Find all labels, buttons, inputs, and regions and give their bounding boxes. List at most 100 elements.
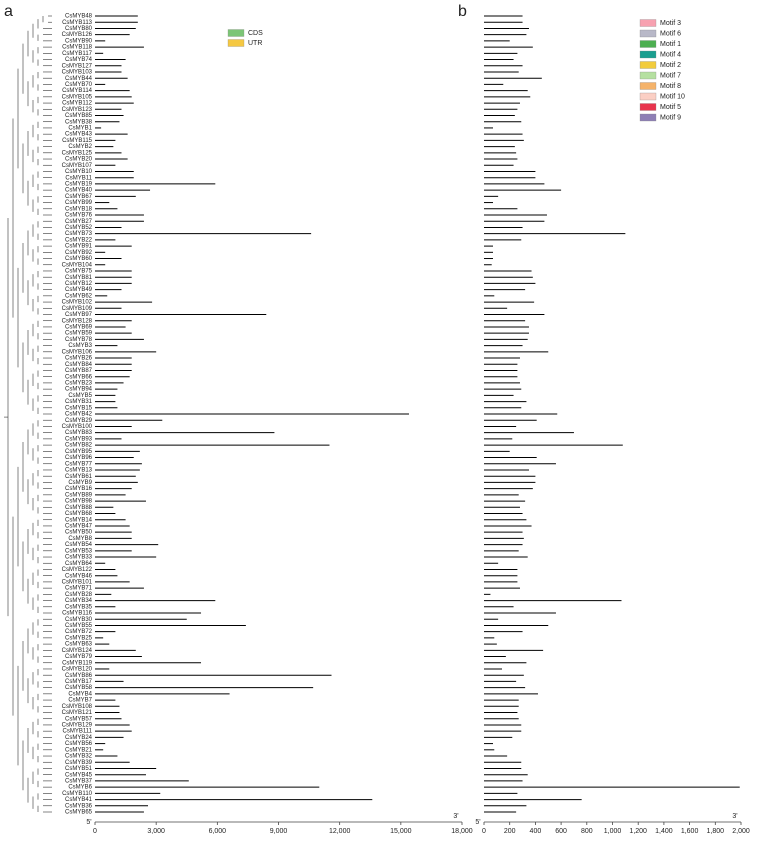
x-tick-label: 1,000 <box>604 828 622 835</box>
gene-name: CsMYB106 <box>62 349 93 355</box>
gene-name: CsMYB19 <box>65 181 93 187</box>
gene-name: CsMYB125 <box>62 150 93 156</box>
legend-swatch <box>639 61 657 69</box>
end-label: 3' <box>732 813 737 820</box>
gene-name: CsMYB65 <box>65 810 93 816</box>
gene-name: CsMYB84 <box>65 362 93 368</box>
gene-name: CsMYB42 <box>65 412 93 418</box>
gene-name: CsMYB122 <box>62 567 93 573</box>
gene-name: CsMYB33 <box>65 555 93 561</box>
gene-name: CsMYB58 <box>65 685 93 691</box>
gene-name: CsMYB74 <box>65 57 93 63</box>
gene-name: CsMYB35 <box>65 604 93 610</box>
gene-name: CsMYB59 <box>65 331 93 337</box>
gene-name: CsMYB120 <box>62 667 93 673</box>
end-label: 5' <box>86 819 91 826</box>
gene-name: CsMYB25 <box>65 635 93 641</box>
x-tick-label: 600 <box>555 828 567 835</box>
gene-name: CsMYB54 <box>65 542 93 548</box>
gene-name: CsMYB108 <box>62 704 93 710</box>
gene-name: CsMYB90 <box>65 38 93 44</box>
legend-swatch <box>639 92 657 101</box>
legend-swatch <box>639 40 657 48</box>
gene-name: CsMYB99 <box>65 200 93 206</box>
gene-name: CsMYB13 <box>65 468 93 474</box>
gene-name: CsMYB57 <box>65 716 93 722</box>
legend-label: CDS <box>248 30 263 37</box>
gene-name: CsMYB114 <box>62 88 93 94</box>
gene-name: CsMYB118 <box>62 45 93 51</box>
x-tick-label: 0 <box>93 828 97 835</box>
legend-label: Motif 2 <box>660 62 681 69</box>
end-label: 5' <box>475 819 480 826</box>
gene-name: CsMYB29 <box>65 418 93 424</box>
gene-name: CsMYB52 <box>65 225 93 231</box>
x-tick-label: 800 <box>581 828 593 835</box>
legend-swatch <box>227 39 245 47</box>
gene-name: CsMYB7 <box>68 698 92 704</box>
gene-name: CsMYB115 <box>62 138 93 144</box>
gene-name: CsMYB30 <box>65 617 93 623</box>
gene-name: CsMYB15 <box>65 405 93 411</box>
gene-name: CsMYB48 <box>65 14 93 20</box>
gene-name: CsMYB9 <box>68 480 92 486</box>
gene-name: CsMYB39 <box>65 760 93 766</box>
gene-name: CsMYB16 <box>65 486 93 492</box>
gene-name: CsMYB47 <box>65 524 93 530</box>
x-tick-label: 1,600 <box>681 828 699 835</box>
gene-name: CsMYB83 <box>65 430 93 436</box>
gene-name: CsMYB109 <box>62 306 93 312</box>
gene-name: CsMYB80 <box>65 26 93 32</box>
gene-name: CsMYB27 <box>65 219 93 225</box>
gene-name: CsMYB91 <box>65 244 93 250</box>
gene-name: CsMYB20 <box>65 157 93 163</box>
panel-label: b <box>458 3 467 20</box>
gene-name: CsMYB62 <box>65 293 93 299</box>
gene-name: CsMYB12 <box>65 281 93 287</box>
gene-name: CsMYB127 <box>62 63 93 69</box>
gene-name: CsMYB87 <box>65 368 93 374</box>
gene-name: CsMYB103 <box>62 70 93 76</box>
x-tick-label: 1,800 <box>707 828 725 835</box>
gene-name: CsMYB95 <box>65 449 93 455</box>
gene-name: CsMYB45 <box>65 772 93 778</box>
legend-swatch <box>227 29 245 37</box>
gene-name: CsMYB126 <box>62 32 93 38</box>
gene-name: CsMYB112 <box>62 101 93 107</box>
legend-label: Motif 4 <box>660 51 681 58</box>
gene-name: CsMYB85 <box>65 113 93 119</box>
gene-name: CsMYB28 <box>65 592 93 598</box>
legend-swatch <box>639 103 657 111</box>
legend-label: Motif 6 <box>660 30 681 37</box>
gene-name: CsMYB96 <box>65 455 93 461</box>
gene-name: CsMYB66 <box>65 374 93 380</box>
gene-name: CsMYB46 <box>65 573 93 579</box>
gene-name: CsMYB128 <box>62 318 93 324</box>
gene-name: CsMYB117 <box>62 51 93 57</box>
legend-label: Motif 3 <box>660 20 681 27</box>
gene-name: CsMYB68 <box>65 511 93 517</box>
gene-name: CsMYB89 <box>65 492 93 498</box>
gene-name: CsMYB82 <box>65 443 93 449</box>
gene-name: CsMYB63 <box>65 642 93 648</box>
x-tick-label: 400 <box>530 828 542 835</box>
panel-label: a <box>4 3 13 20</box>
x-tick-label: 1,200 <box>629 828 647 835</box>
gene-name: CsMYB77 <box>65 461 93 467</box>
gene-name: CsMYB41 <box>65 797 93 803</box>
gene-name: CsMYB67 <box>65 194 93 200</box>
gene-name: CsMYB113 <box>62 20 93 26</box>
gene-name: CsMYB56 <box>65 741 93 747</box>
gene-name: CsMYB24 <box>65 735 93 741</box>
gene-name: CsMYB110 <box>62 791 93 797</box>
gene-name: CsMYB123 <box>62 107 93 113</box>
gene-name: CsMYB14 <box>65 517 93 523</box>
gene-name: CsMYB6 <box>68 785 92 791</box>
x-tick-label: 200 <box>504 828 516 835</box>
gene-name: CsMYB53 <box>65 548 93 554</box>
gene-name: CsMYB104 <box>62 262 93 268</box>
legend-swatch <box>639 113 657 122</box>
gene-name: CsMYB86 <box>65 673 93 679</box>
gene-name: CsMYB94 <box>65 387 93 393</box>
